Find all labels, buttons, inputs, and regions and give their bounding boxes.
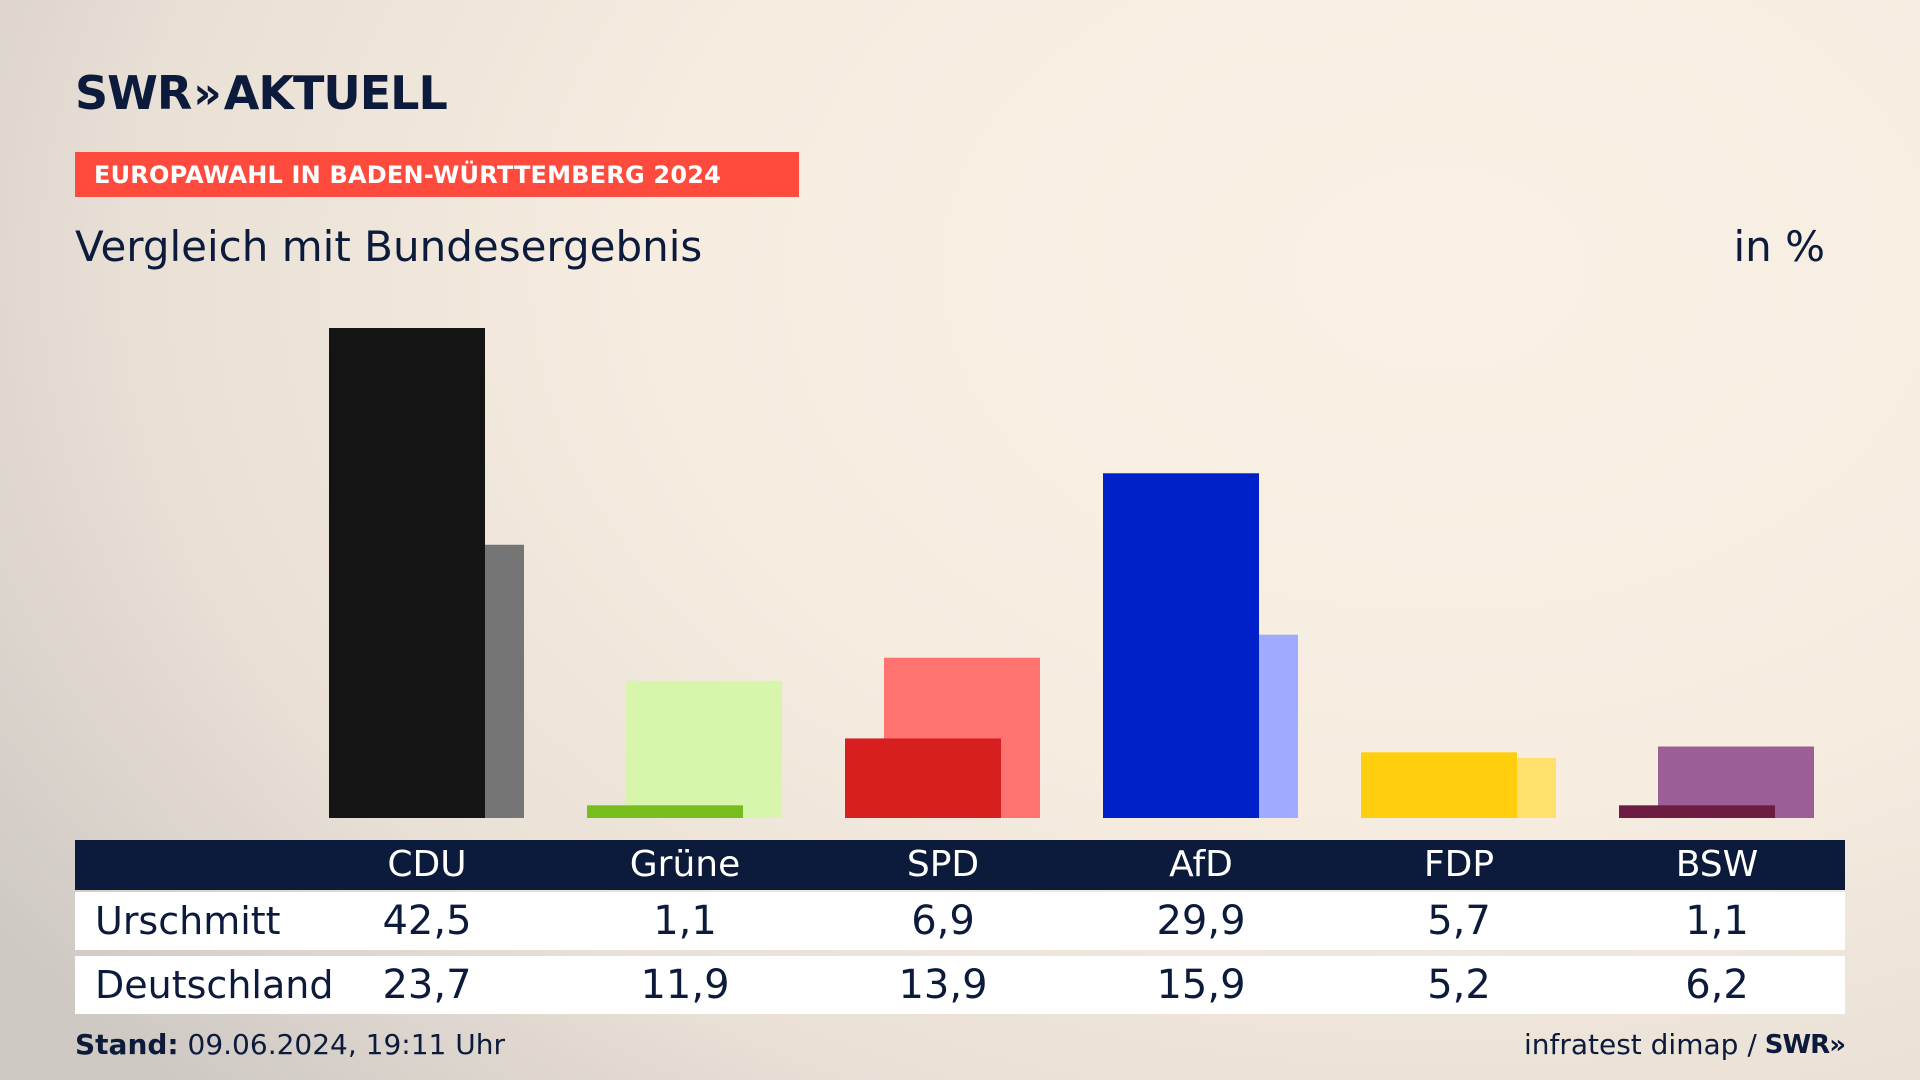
table-cell: 6,2: [1685, 962, 1749, 1008]
table-cell: 5,2: [1427, 962, 1491, 1008]
swr-aktuell-logo: SWR » AKTUELL: [75, 66, 448, 120]
table-cell: 29,9: [1156, 898, 1246, 944]
bar-fdp-urschmitt: [1361, 752, 1517, 818]
bar-cdu-urschmitt: [329, 328, 485, 818]
row-label: Urschmitt: [95, 899, 281, 943]
chart-subtitle: Vergleich mit Bundesergebnis: [75, 222, 703, 271]
party-label: FDP: [1423, 844, 1495, 885]
party-label: CDU: [387, 844, 467, 885]
source-text: infratest dimap /: [1523, 1028, 1757, 1061]
table-cell: 1,1: [653, 898, 717, 944]
unit-label: in %: [1733, 222, 1825, 271]
bar-afd-urschmitt: [1103, 473, 1259, 818]
party-label: BSW: [1675, 844, 1759, 885]
election-banner: EUROPAWAHL IN BADEN-WÜRTTEMBERG 2024: [75, 152, 799, 197]
bar-grüne-urschmitt: [587, 805, 743, 818]
table-cell: 1,1: [1685, 898, 1749, 944]
logo-swr: SWR: [75, 66, 192, 120]
party-header-row: CDU Grüne SPD AfD FDP BSW: [75, 840, 1845, 890]
bar-spd-urschmitt: [845, 738, 1001, 818]
table-cell: 6,9: [911, 898, 975, 944]
table-row-deutschland: Deutschland 23,7 11,9 13,9 15,9 5,2 6,2: [75, 956, 1845, 1014]
table-cell: 23,7: [382, 962, 472, 1008]
timestamp: Stand: 09.06.2024, 19:11 Uhr: [75, 1028, 505, 1061]
table-cell: 42,5: [382, 898, 472, 944]
table-cell: 13,9: [898, 962, 988, 1008]
party-label: SPD: [906, 844, 980, 885]
stand-value: 09.06.2024, 19:11 Uhr: [187, 1028, 505, 1061]
table-cell: 5,7: [1427, 898, 1491, 944]
table-cell: 11,9: [640, 962, 730, 1008]
logo-aktuell: AKTUELL: [223, 66, 448, 120]
row-label: Deutschland: [95, 963, 334, 1007]
party-label: Grüne: [629, 844, 741, 885]
party-label: AfD: [1169, 844, 1233, 885]
bar-grüne-deutschland: [626, 680, 782, 818]
table-cell: 15,9: [1156, 962, 1246, 1008]
swr-mini-logo: SWR»: [1764, 1029, 1846, 1060]
bar-bsw-urschmitt: [1619, 805, 1775, 818]
source-credit: infratest dimap / SWR»: [1523, 1028, 1846, 1061]
stand-label: Stand:: [75, 1028, 179, 1061]
table-row-urschmitt: Urschmitt 42,5 1,1 6,9 29,9 5,7 1,1: [75, 892, 1845, 950]
